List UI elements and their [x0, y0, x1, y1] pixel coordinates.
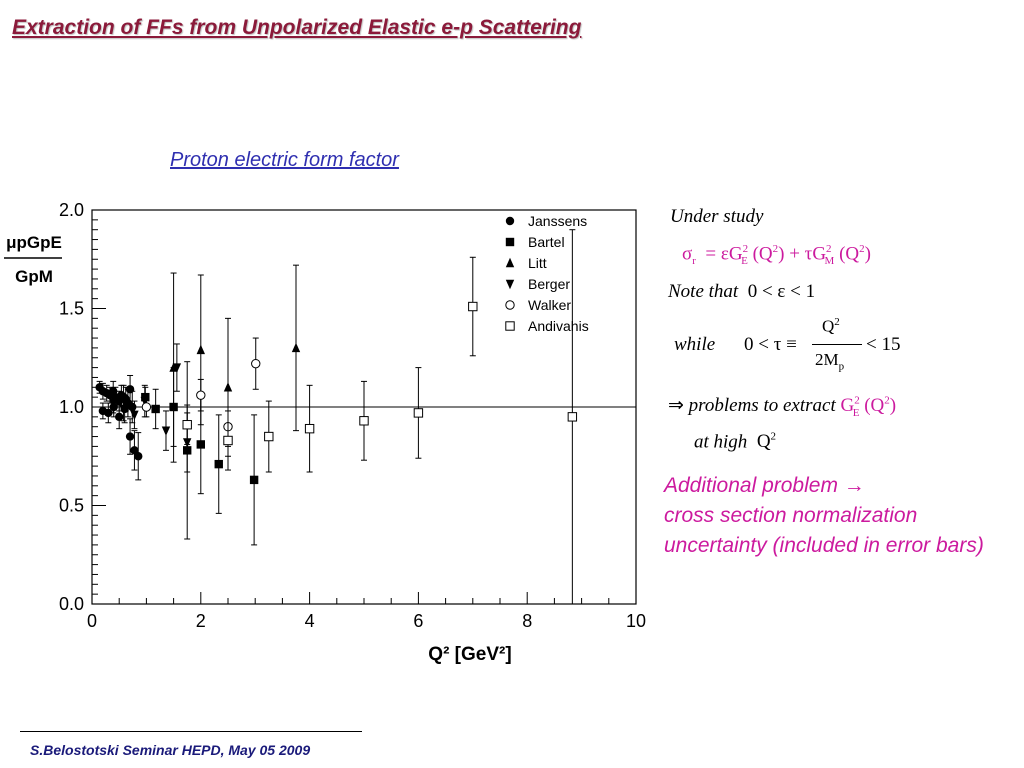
tau-bound: < 15 [866, 334, 901, 355]
x-tick-label: 4 [305, 611, 315, 631]
data-point-walker [196, 390, 206, 400]
data-point-andivahis [182, 420, 192, 430]
data-point-walker [251, 358, 261, 369]
y-tick-label: 0.5 [59, 496, 84, 516]
data-point-litt [291, 342, 301, 353]
data-point-janssens [134, 452, 143, 461]
data-point-andivahis [468, 301, 478, 312]
y-axis-label-denominator: GpM [15, 267, 53, 286]
data-point-andivahis [223, 435, 233, 446]
legend-marker-litt [505, 257, 515, 268]
data-point-janssens [125, 385, 135, 394]
y-tick-label: 1.5 [59, 299, 84, 319]
data-point-janssens [104, 408, 113, 418]
data-point-bartel [151, 404, 160, 414]
tau-definition: 0 < τ ≡ [744, 334, 797, 355]
legend-label-berger: Berger [528, 276, 570, 292]
legend-marker-berger [505, 279, 515, 290]
data-point-andivahis [413, 408, 424, 418]
slide-title: Extraction of FFs from Unpolarized Elast… [12, 16, 582, 39]
data-point-berger [130, 410, 139, 421]
data-point-bartel [196, 440, 205, 449]
x-tick-label: 8 [522, 611, 532, 631]
data-point-andivahis [304, 423, 315, 434]
while-label: while [674, 334, 716, 355]
note-that-text: Note that [668, 281, 739, 302]
footer-text: S.Belostotski Seminar HEPD, May 05 2009 [30, 742, 311, 758]
additional-problem-heading: Additional problem → [664, 474, 865, 497]
at-high-line: at high Q2 [694, 431, 776, 453]
data-point-litt [223, 382, 233, 392]
problems-line: ⇒ problems to extract G2E (Q2) [668, 394, 896, 419]
note-that-label: Note that 0 < ε < 1 [668, 281, 815, 303]
fraction-bar [812, 344, 862, 345]
data-point-janssens [115, 412, 124, 422]
y-tick-label: 2.0 [59, 200, 84, 220]
implies-icon: ⇒ [668, 395, 684, 416]
ge-term: G2E (Q2) [840, 394, 897, 419]
x-tick-label: 10 [626, 611, 646, 631]
tau-denominator: 2Mp [815, 350, 845, 373]
legend-label-janssens: Janssens [528, 213, 587, 229]
form-factor-chart: 0 2 4 6 8 10 0.0 0.5 1.0 1.5 2.0 Q² [GeV²] μpGpE GpM J… [4, 200, 646, 665]
data-point-janssens [125, 432, 135, 441]
data-point-berger [109, 398, 118, 409]
data-point-litt [196, 344, 205, 355]
additional-problem-detail: cross section normalization uncertainty … [664, 504, 984, 557]
legend-marker-andivahis [505, 321, 515, 331]
problems-text: problems to extract [688, 395, 836, 416]
data-point-berger [161, 426, 171, 436]
data-point-andivahis [359, 416, 369, 426]
x-tick-label: 6 [413, 611, 423, 631]
q2-term: Q2 [752, 431, 777, 453]
y-axis-label: μpGpE [6, 233, 62, 252]
legend-label-walker: Walker [528, 297, 571, 313]
chart-title: Proton electric form factor [170, 149, 399, 171]
data-point-andivahis [264, 431, 274, 442]
additional-problem-note: Additional problem → cross section norma… [664, 471, 1004, 561]
legend-label-andivahis: Andivahis [528, 318, 589, 334]
legend-label-bartel: Bartel [528, 234, 565, 250]
footer-rule [20, 731, 362, 732]
data-point-walker [141, 402, 152, 412]
data-point-janssens [128, 402, 137, 412]
data-point-bartel [214, 459, 223, 469]
x-axis-label: Q² [GeV²] [428, 644, 511, 665]
data-point-bartel [249, 475, 259, 485]
tau-numerator: Q2 [822, 316, 840, 336]
data-point-andivahis [567, 412, 578, 422]
y-tick-label: 0.0 [59, 594, 84, 614]
data-point-berger [119, 404, 128, 415]
y-tick-label: 1.0 [59, 397, 84, 417]
at-high-text: at high [694, 431, 748, 453]
x-tick-label: 0 [87, 611, 97, 631]
under-study-label: Under study [670, 206, 764, 227]
cross-section-formula: σr = εG2E (Q2) + τG2M (Q2) [682, 243, 871, 268]
epsilon-range: 0 < ε < 1 [742, 281, 816, 302]
legend-marker-walker [505, 300, 515, 310]
x-tick-label: 2 [196, 611, 206, 631]
legend-label-litt: Litt [528, 255, 547, 271]
data-point-berger [172, 363, 182, 373]
legend-marker-janssens [505, 216, 515, 226]
legend-marker-bartel [505, 237, 515, 247]
